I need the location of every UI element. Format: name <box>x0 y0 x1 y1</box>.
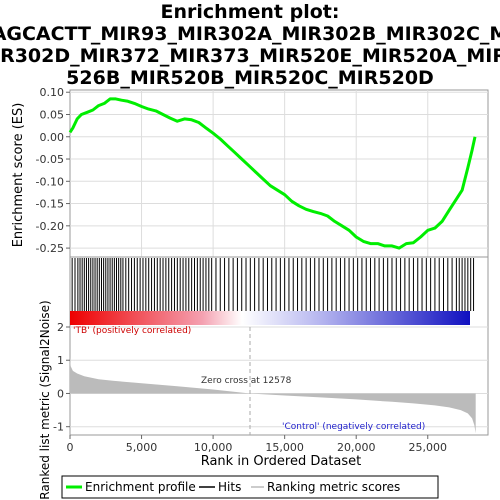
title-line-1: Enrichment plot: <box>161 1 340 23</box>
title-line-4: 526B_MIR520B_MIR520C_MIR520D <box>66 67 434 89</box>
es-plot-area <box>69 89 489 258</box>
ranked-gridlines <box>70 326 488 428</box>
chart-title: Enrichment plot: AGCACTT_MIR93_MIR302A_M… <box>0 1 500 89</box>
ranked-y-ticks: 2 1 0 -1 <box>53 321 70 434</box>
ranked-axis-label: Ranked list metric (Signal2Noise) <box>38 300 52 499</box>
negative-correlation-label: 'Control' (negatively correlated) <box>282 422 425 432</box>
title-line-2: AGCACTT_MIR93_MIR302A_MIR302B_MIR302C_M <box>0 23 500 45</box>
es-tick-label: 0.05 <box>40 108 65 121</box>
legend-enrichment-label: Enrichment profile <box>85 480 196 494</box>
es-tick-label: -0.25 <box>36 242 64 255</box>
ranked-tick-label: 0 <box>57 387 64 400</box>
hit-marks <box>71 258 475 311</box>
es-tick-label: -0.15 <box>36 198 64 211</box>
hits-panel <box>69 256 489 328</box>
es-axis-label: Enrichment score (ES) <box>11 103 26 248</box>
ranked-tick-label: -1 <box>53 421 64 434</box>
legend: Enrichment profile Hits Ranking metric s… <box>61 475 439 499</box>
es-tick-label: 0.10 <box>40 86 65 99</box>
ranked-tick-label: 2 <box>57 321 64 334</box>
es-tick-label: 0.00 <box>40 131 65 144</box>
x-tick-label: 25,000 <box>409 441 448 454</box>
legend-hits-label: Hits <box>218 480 241 494</box>
es-tick-label: -0.20 <box>36 220 64 233</box>
ranked-list-panel: 210-1 0 5,000 10,000 15,000 20,000 25,000 Zer… <box>38 300 489 500</box>
es-panel: 0.10 0.05 0.00 -0.05 -0.10 -0.15 -0.20 -0.25 En… <box>11 86 489 258</box>
x-tick-label: 0 <box>67 441 74 454</box>
ranking-metric-area <box>70 356 476 434</box>
x-tick-label: 20,000 <box>337 441 376 454</box>
x-tick-label: 5,000 <box>126 441 158 454</box>
zero-cross-annotation: Zero cross at 12578 <box>201 376 292 386</box>
ranked-plot-area <box>69 326 489 436</box>
es-y-ticks: 0.10 0.05 0.00 -0.05 -0.10 -0.15 -0.20 -0.25 <box>36 86 70 255</box>
x-tick-label: 10,000 <box>194 441 233 454</box>
ranked-tick-label: 1 <box>57 354 64 367</box>
rank-color-bar <box>70 311 470 325</box>
ranked-x-ticks: 0 5,000 10,000 15,000 20,000 25,000 <box>67 435 448 454</box>
legend-ranking-label: Ranking metric scores <box>267 480 400 494</box>
es-gridlines <box>70 90 488 257</box>
es-tick-label: -0.05 <box>36 153 64 166</box>
title-line-3: IR302D_MIR372_MIR373_MIR520E_MIR520A_MIR <box>0 45 500 67</box>
enrichment-profile-line <box>68 97 477 250</box>
positive-correlation-label: 'TB' (positively correlated) <box>73 326 191 336</box>
x-tick-label: 15,000 <box>265 441 304 454</box>
x-axis-label: Rank in Ordered Dataset <box>201 454 362 469</box>
es-tick-label: -0.10 <box>36 175 64 188</box>
legend-box <box>61 475 439 499</box>
